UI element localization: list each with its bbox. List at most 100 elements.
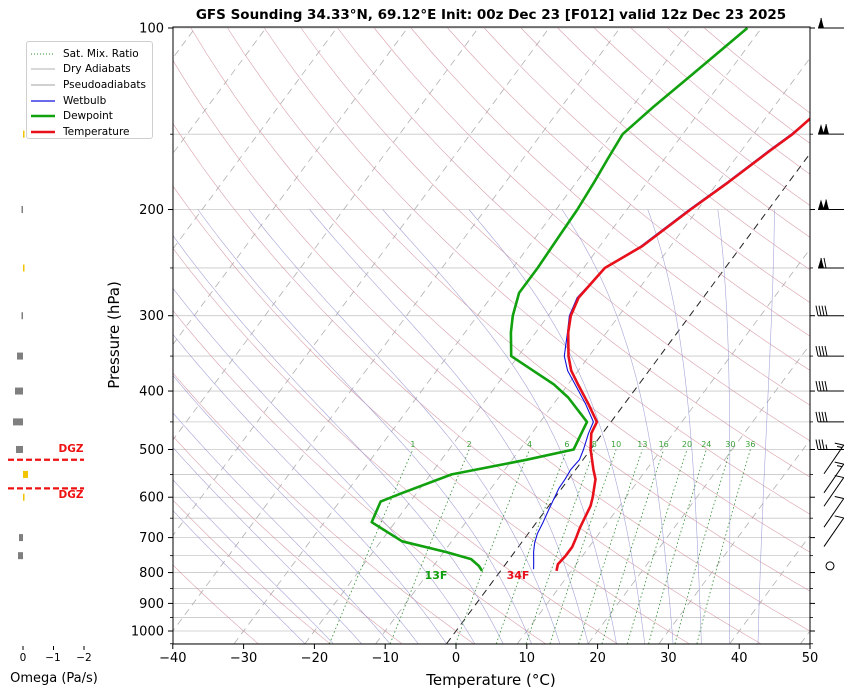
isotherm-line [587,343,810,644]
dry-adiabat-line [173,247,618,644]
y-axis-label: Pressure (hPa) [105,281,123,389]
isotherm-line [729,534,810,644]
y-tick-label: 200 [139,203,164,218]
wind-barb [815,380,844,392]
x-tick-label: 20 [589,651,606,666]
omega-bar [13,418,23,426]
legend-item-pseudoadiabats: Pseudoadiabats [31,77,148,93]
moist-adiabat-line [173,510,306,644]
mixing-ratio-label: 2 [467,440,472,449]
legend-item-dry-adiabats: Dry Adiabats [31,62,148,78]
moist-adiabat-line [309,209,589,644]
x-tick-label: 10 [519,651,536,666]
x-tick-label: 50 [802,651,819,666]
temperature-profile-line [555,117,810,572]
moist-adiabat-line [173,447,362,644]
y-tick-label: 800 [139,566,164,581]
legend-label: Temperature [63,125,130,138]
profile-lines [370,27,810,572]
omega-bar [19,534,23,542]
mixing-ratio-line [549,449,617,644]
dry-adiabat-line [173,372,474,644]
omega-bar [21,312,23,320]
surface-temperature-label: 34F [507,569,530,582]
wind-barb [823,461,845,494]
legend-item-temperature: Temperature [31,124,148,140]
dry-adiabat-line [520,27,810,271]
mixing-ratio-line [389,449,470,644]
x-tick-label: 0 [452,651,460,666]
x-tick-label: −40 [159,651,186,666]
omega-tick-1: −1 [45,652,60,664]
moist-adiabat-line [647,209,702,644]
y-tick-label: 700 [139,531,164,546]
wind-barb [815,305,844,317]
dgz-label-lower: DGZ [59,489,84,501]
wind-barbs [815,17,845,571]
dry-adiabat-line [374,27,810,406]
dewpoint-profile-line [370,27,749,572]
plot-frame [172,26,811,645]
moist-adiabat-line [717,209,731,644]
x-axis-ticks: −40 −30 −20 −10 0 10 20 30 40 50 [159,644,818,666]
moist-adiabat-line [561,209,674,644]
mixing-ratio-label: 30 [725,440,735,449]
mixing-ratio-label: 10 [611,440,621,449]
moist-adiabat-line [197,209,532,644]
moist-adiabat-line [382,209,617,644]
mixing-ratio-label: 36 [745,440,755,449]
legend-label: Wetbulb [63,94,107,107]
dgz-label-upper: DGZ [59,443,84,455]
x-axis-label: Temperature (°C) [425,671,555,689]
dry-adiabat-line [264,27,810,515]
x-tick-label: −30 [230,651,257,666]
wind-barb [815,411,844,423]
isotherm-line [173,27,408,345]
x-tick-label: 30 [660,651,677,666]
omega-bar [18,552,23,560]
omega-bar [23,264,25,272]
legend-swatch-wetbulb [31,99,55,102]
omega-bar [16,445,23,453]
legend-swatch-pseudoadiabats [31,84,55,86]
isotherm-line [233,27,692,644]
omega-bar [23,493,25,501]
isotherm-line [173,27,479,441]
legend-item-dewpoint: Dewpoint [31,108,148,124]
wind-barb [823,496,845,528]
isotherm-line [173,27,267,154]
dry-adiabat-line [704,27,810,114]
mixing-ratio-label: 13 [637,440,647,449]
omega-bar [23,130,25,138]
wind-barb [823,475,845,507]
mixing-ratio-line [525,449,595,644]
y-tick-label: 1000 [131,625,164,640]
isotherm-line [375,57,810,644]
isotherm-line [446,152,810,644]
legend-swatch-dry-adiabats [31,68,55,70]
legend-label: Dry Adiabats [63,63,131,76]
dry-adiabat-line [173,185,690,644]
mixing-ratio-line [648,449,707,644]
dry-adiabat-line [173,435,403,644]
mixing-ratio-label: 4 [527,440,532,449]
moist-adiabat-line [173,375,419,644]
y-tick-label: 900 [139,597,164,612]
isotherm-line [304,27,762,644]
wind-barb [815,345,844,357]
surface-dewpoint-label: 13F [425,569,448,582]
isotherm-line [173,27,550,536]
moist-adiabat-line [173,287,476,644]
wind-barb [818,17,844,29]
mixing-ratio-line [495,449,568,644]
x-tick-label: 40 [731,651,748,666]
mixing-ratio-line [578,449,643,644]
dry-adiabat-line [337,27,810,442]
wind-barb [818,199,844,211]
y-tick-label: 300 [139,309,164,324]
omega-axis-label: Omega (Pa/s) [10,671,98,686]
y-tick-label: 400 [139,385,164,400]
mixing-ratio-line [455,449,530,644]
dry-adiabat-line [447,27,810,337]
mixing-ratio-label: 8 [592,440,597,449]
